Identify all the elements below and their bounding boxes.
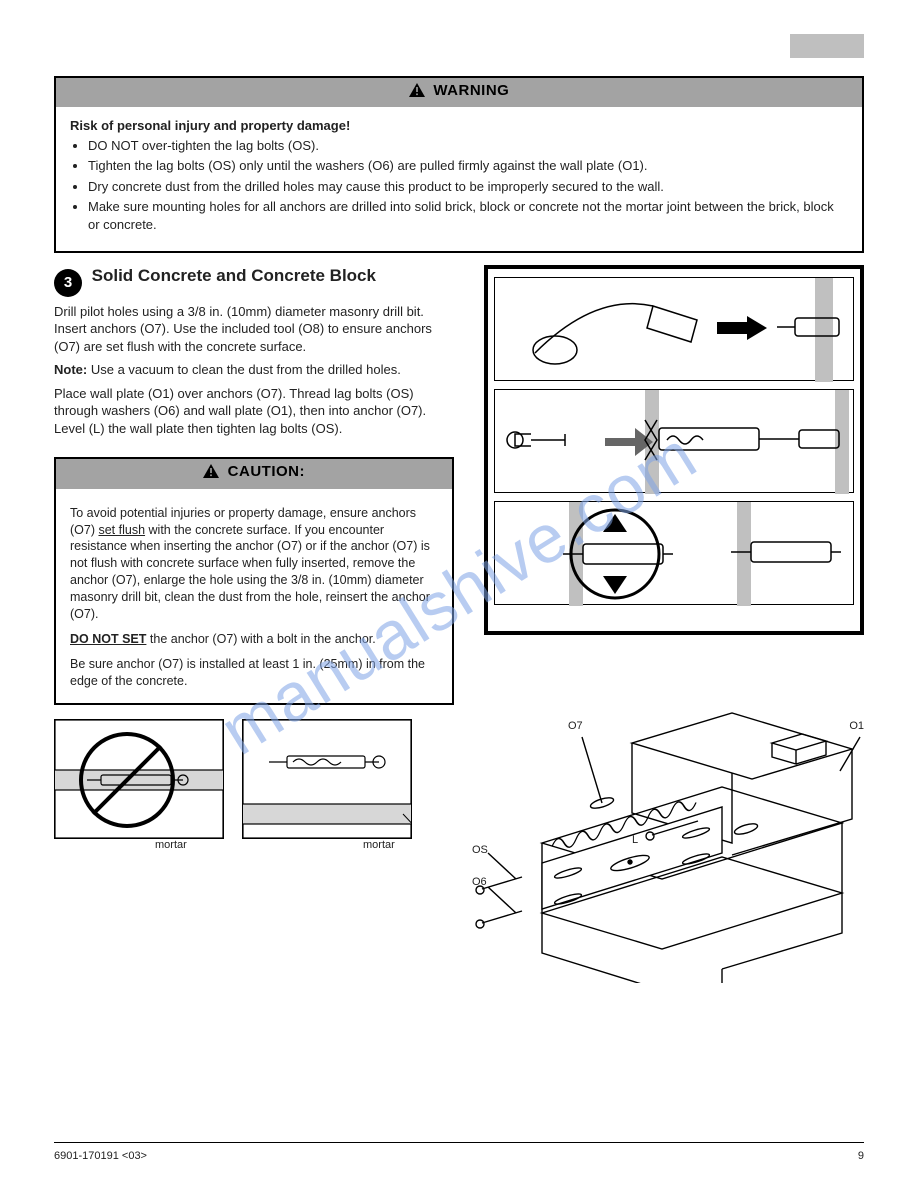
- step-heading: 3 Solid Concrete and Concrete Block: [54, 265, 454, 297]
- caution-p2: DO NOT SET the anchor (O7) with a bolt i…: [70, 631, 438, 648]
- warning-bullet: Dry concrete dust from the drilled holes…: [88, 178, 848, 196]
- warning-bullet: DO NOT over-tighten the lag bolts (OS).: [88, 137, 848, 155]
- note-text: Use a vacuum to clean the dust from the …: [91, 362, 401, 377]
- seq-panel-hammer: [494, 277, 854, 381]
- mortar-label: mortar: [155, 838, 187, 853]
- mortar-correct-panel: mortar: [242, 719, 412, 839]
- caution-header: CAUTION:: [56, 459, 452, 488]
- warning-header: WARNING: [56, 78, 862, 107]
- warning-box-top: WARNING Risk of personal injury and prop…: [54, 76, 864, 253]
- caution-p1: To avoid potential injuries or property …: [70, 505, 438, 623]
- footer-doc-id: 6901-170191 <03>: [54, 1149, 147, 1164]
- footer-page-number: 9: [858, 1149, 864, 1164]
- step-note: Note: Use a vacuum to clean the dust fro…: [54, 361, 454, 379]
- step-title: Solid Concrete and Concrete Block: [92, 266, 376, 285]
- step-number: 3: [54, 269, 82, 297]
- step-paragraph-1: Drill pilot holes using a 3/8 in. (10mm)…: [54, 303, 454, 356]
- seq-panel-bolt: [494, 389, 854, 493]
- caution-box: CAUTION: To avoid potential injuries or …: [54, 457, 454, 705]
- mortar-warning-row: mortar: [54, 719, 454, 839]
- warning-body: Risk of personal injury and property dam…: [56, 107, 862, 250]
- warning-bullet: Tighten the lag bolts (OS) only until th…: [88, 157, 848, 175]
- caution-title: CAUTION:: [228, 463, 305, 480]
- iso-label-plate: O1: [849, 719, 864, 734]
- iso-label-level: L: [632, 833, 638, 848]
- installation-sequence: [484, 265, 864, 635]
- mortar-dont-panel: mortar: [54, 719, 224, 839]
- warning-icon: [203, 464, 219, 484]
- iso-label-anchor: O7: [568, 719, 583, 734]
- iso-label-bolt: OS: [472, 843, 488, 858]
- note-label: Note:: [54, 362, 87, 377]
- mortar-label: mortar: [363, 838, 395, 853]
- warning-title: WARNING: [433, 82, 509, 99]
- page-footer: 6901-170191 <03> 9: [54, 1142, 864, 1164]
- warning-list: DO NOT over-tighten the lag bolts (OS). …: [88, 137, 848, 234]
- risk-title: Risk of personal injury and property dam…: [70, 117, 848, 135]
- seq-panel-expand: [494, 501, 854, 605]
- language-indicator: [790, 34, 864, 58]
- step-paragraph-2: Place wall plate (O1) over anchors (O7).…: [54, 385, 454, 438]
- block-install-illustration: O7 O1 OS O6 L: [472, 653, 864, 983]
- caution-body: To avoid potential injuries or property …: [56, 489, 452, 704]
- iso-label-washer: O6: [472, 875, 487, 890]
- warning-bullet: Make sure mounting holes for all anchors…: [88, 198, 848, 233]
- warning-icon: [409, 83, 425, 103]
- caution-p3: Be sure anchor (O7) is installed at leas…: [70, 656, 438, 690]
